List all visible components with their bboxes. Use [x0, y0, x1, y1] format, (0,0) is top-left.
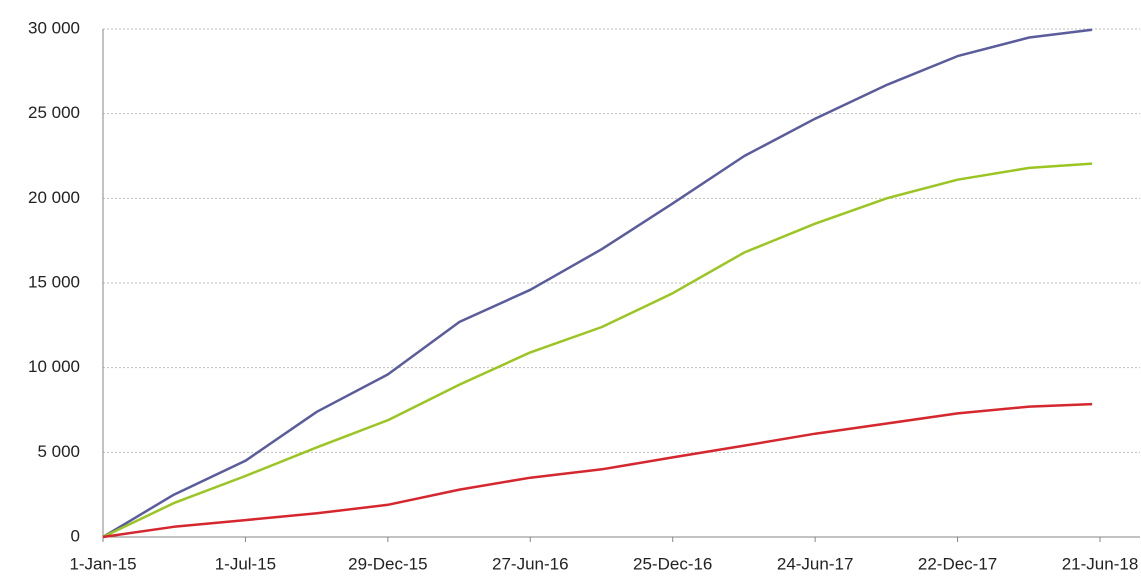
series-line	[102, 162, 1093, 539]
x-tick-label: 25-Dec-16	[633, 554, 712, 573]
x-tick-label: 21-Jun-18	[1062, 554, 1139, 573]
x-tick-label: 24-Jun-17	[777, 554, 854, 573]
y-tick-label: 15 000	[28, 272, 80, 291]
series-line	[102, 28, 1093, 539]
y-tick-label: 25 000	[28, 103, 80, 122]
y-tick-label: 20 000	[28, 188, 80, 207]
y-tick-label: 5 000	[37, 442, 80, 461]
x-tick-label: 1-Jan-15	[69, 554, 136, 573]
x-tick-label: 1-Jul-15	[215, 554, 276, 573]
y-tick-label: 30 000	[28, 18, 80, 37]
x-tick-label: 29-Dec-15	[348, 554, 427, 573]
x-tick-label: 22-Dec-17	[918, 554, 997, 573]
x-tick-label: 27-Jun-16	[492, 554, 569, 573]
y-tick-label: 0	[71, 526, 80, 545]
y-tick-label: 10 000	[28, 357, 80, 376]
series-line	[102, 402, 1093, 539]
